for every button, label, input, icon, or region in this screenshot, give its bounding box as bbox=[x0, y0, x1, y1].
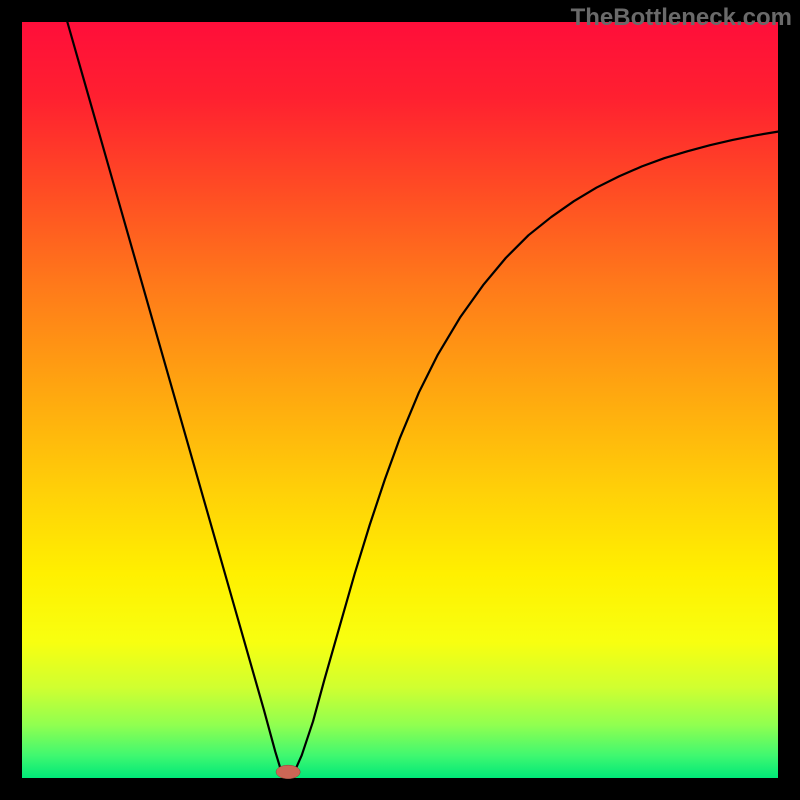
watermark: TheBottleneck.com bbox=[571, 4, 792, 32]
minimum-marker bbox=[276, 765, 300, 779]
plot-background bbox=[22, 22, 778, 778]
chart-svg bbox=[0, 0, 800, 800]
chart-root: TheBottleneck.com bbox=[0, 0, 800, 800]
